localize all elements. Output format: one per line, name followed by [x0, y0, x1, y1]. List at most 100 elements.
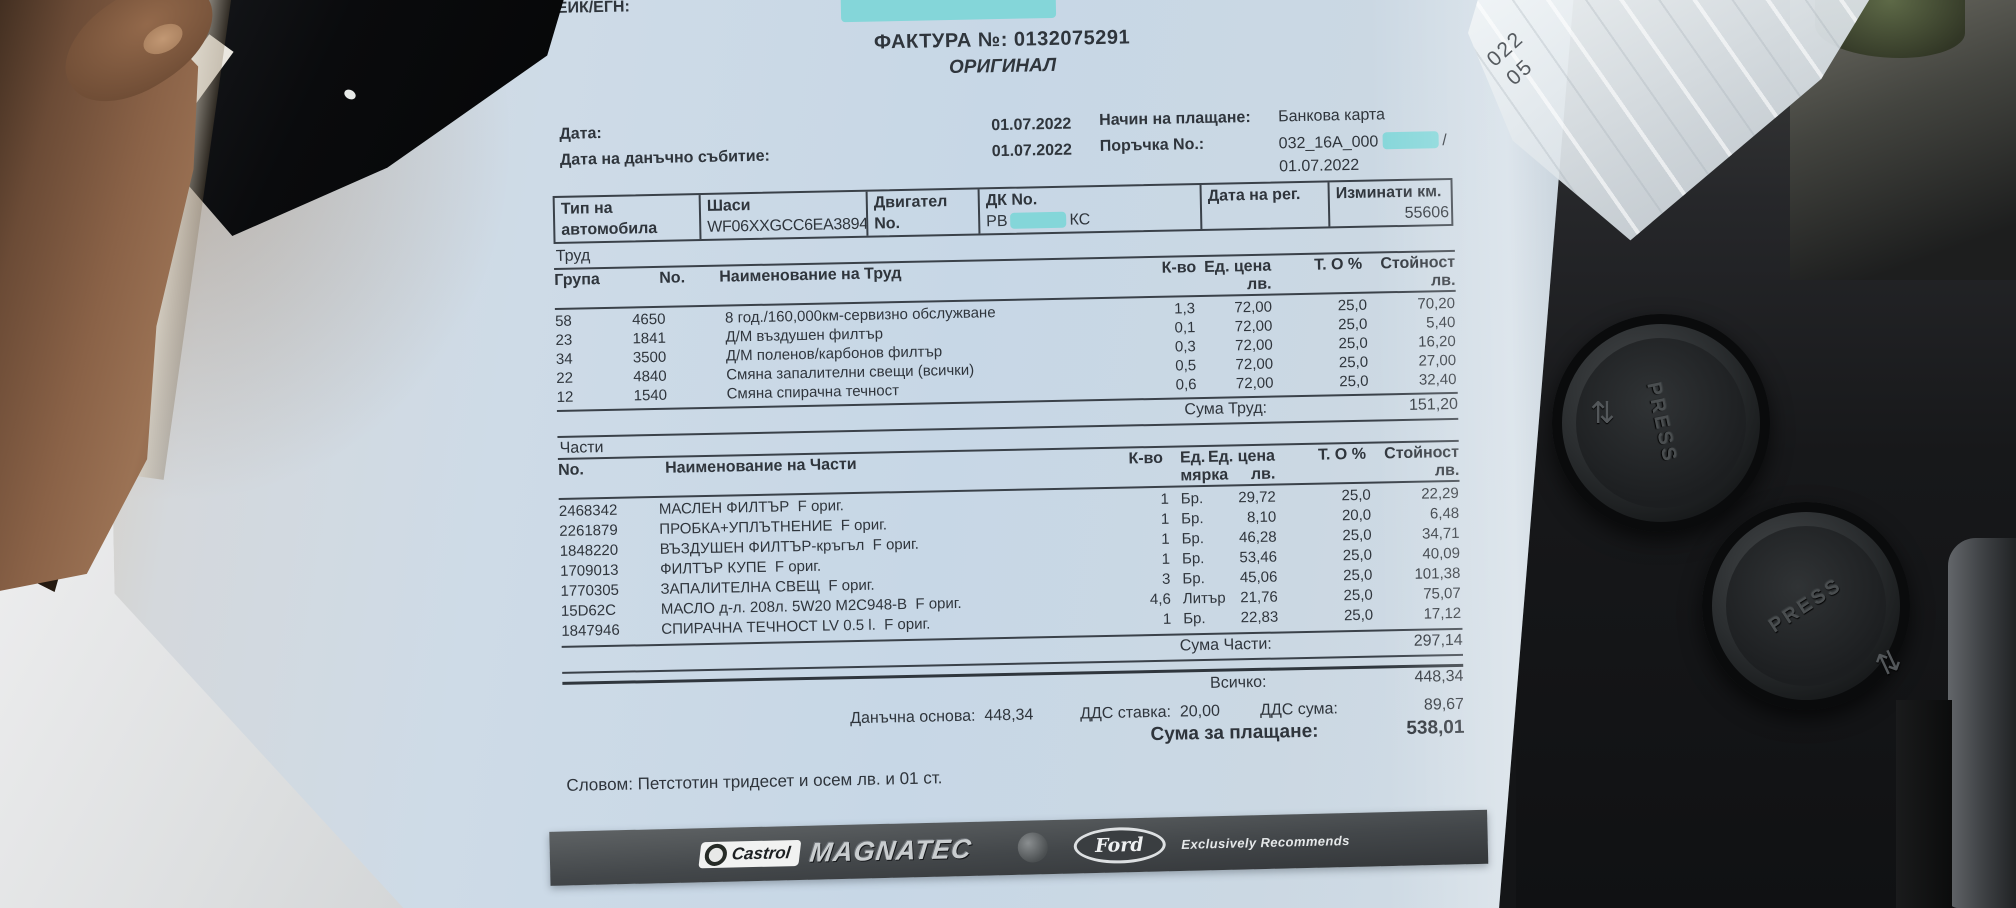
cell-no: 1540: [633, 386, 668, 405]
cell-value: 22,29: [1421, 484, 1459, 503]
labor-total-label: Сума Труд:: [1184, 399, 1268, 419]
payment-label: Начин на плащане:: [1099, 108, 1251, 130]
vehicle-chassis-cell: Шаси WF06XXGCC6EA38945: [701, 192, 869, 239]
cell-value: 5,40: [1425, 313, 1456, 332]
cell-qty: 1: [1161, 530, 1170, 548]
hand: [0, 0, 233, 592]
plate-suffix: КС: [1069, 211, 1091, 229]
rubber-cover-1: ⇅ PRESS: [1576, 338, 1746, 508]
cell-price: 72,00: [1234, 298, 1273, 317]
eik-label: ЕИК/ЕГН:: [556, 0, 631, 17]
cell-discount: 25,0: [1337, 315, 1368, 334]
cell-unit: Бр.: [1182, 569, 1205, 588]
cell-price: 22,83: [1240, 608, 1279, 627]
cell-discount: 20,0: [1341, 506, 1372, 525]
order-label: Поръчка No.:: [1099, 135, 1205, 156]
cell-group: 22: [556, 369, 574, 387]
cell-qty: 0,5: [1175, 357, 1197, 375]
cell-value: 16,20: [1418, 332, 1456, 351]
cell-qty: 1: [1160, 510, 1170, 528]
cell-qty: 0,6: [1175, 376, 1197, 394]
labor-header-value: Стойност: [1380, 253, 1456, 273]
cell-discount: 25,0: [1337, 296, 1368, 315]
parts-total-label: Сума Части:: [1179, 635, 1272, 655]
cell-unit: Бр.: [1180, 490, 1204, 508]
order-slash: /: [1442, 132, 1447, 150]
wrap-tag-text: 022 05: [1481, 25, 1548, 93]
cell-discount: 25,0: [1343, 606, 1374, 625]
cell-group: 58: [554, 312, 572, 330]
parts-header-price: Ед. цена: [1207, 447, 1276, 466]
cell-no: 1841: [632, 329, 667, 348]
cell-price: 29,72: [1238, 488, 1276, 507]
cell-group: 23: [555, 331, 573, 349]
cup-holder-1: ⇅ PRESS: [1552, 314, 1770, 532]
vehicle-plate-cell: ДК No. РВ КС: [980, 185, 1203, 233]
console-trim: [1948, 538, 2016, 908]
console-shadow: [1896, 700, 1952, 908]
labor-header-name: Наименование на Труд: [719, 265, 902, 286]
cell-value: 32,40: [1418, 370, 1457, 389]
tax-base-label: Данъчна основа:: [849, 707, 976, 728]
cell-value: 101,38: [1414, 564, 1461, 583]
order-redaction: [1382, 131, 1438, 149]
vehicle-table: Тип на автомобила FOCUS Шаси WF06XXGCC6E…: [553, 178, 1454, 244]
banner-divider-icon: [1017, 832, 1048, 863]
cell-unit: Бр.: [1181, 530, 1205, 548]
order-number: 032_16A_000: [1278, 133, 1379, 153]
parts-header-discount: Т. О %: [1317, 445, 1367, 464]
rubber-cover-2: PRESS ⇅: [1726, 526, 1907, 686]
chassis-value: WF06XXGCC6EA38945: [707, 215, 869, 236]
rule: [562, 654, 1463, 674]
vehicle-type-label: Тип на автомобила: [560, 199, 658, 239]
invoice-document: ЕИК/ЕГН: ФАКТУРА №: 0132075291 ОРИГИНАЛ …: [548, 0, 1472, 908]
parts-section-label: Части: [559, 439, 604, 457]
plate-redaction: [1010, 212, 1066, 229]
grand-total-label: Всичко:: [1209, 673, 1267, 692]
cell-discount: 25,0: [1339, 372, 1369, 391]
vat-rate: ДДС ставка: 20,00: [1080, 703, 1220, 724]
cell-no: 1709013: [559, 561, 619, 580]
cell-qty: 1,3: [1173, 300, 1196, 318]
order-value: 032_16A_000 /: [1279, 131, 1447, 153]
tax-event-value: 01.07.2022: [991, 141, 1073, 161]
parts-header-no: No.: [557, 461, 585, 479]
cup-holder-2: PRESS ⇅: [1702, 502, 1910, 710]
km-label: Изминати км.: [1335, 183, 1442, 203]
parts-total-value: 297,14: [1413, 631, 1463, 650]
parts-rows: 2468342 МАСЛЕН ФИЛТЪР F ориг. 1 Бр. 29,72 25,…: [559, 484, 1462, 642]
tax-event-label: Дата на данъчно събитие:: [559, 147, 771, 169]
cell-qty: 1: [1162, 610, 1172, 628]
amount-due-label: Сума за плащане:: [1150, 720, 1319, 746]
parts-header-value-unit: лв.: [1434, 461, 1460, 480]
vehicle-regdate-cell: Дата на рег.: [1202, 182, 1331, 229]
castrol-logo: Castrol: [698, 840, 801, 868]
cell-no: 1770305: [560, 581, 620, 600]
press-label: PRESS: [1765, 573, 1847, 638]
labor-header-value-unit: лв.: [1430, 271, 1456, 290]
cell-value: 34,71: [1421, 524, 1460, 543]
vat-rate-label: ДДС ставка:: [1079, 703, 1172, 723]
cell-discount: 25,0: [1342, 526, 1372, 545]
parts-header-qty: К-во: [1128, 449, 1164, 468]
parts-header-unit2: мярка: [1180, 466, 1229, 485]
cell-discount: 25,0: [1338, 334, 1368, 353]
cell-no: 1848220: [559, 541, 619, 560]
cell-price: 72,00: [1235, 355, 1274, 374]
highlight-dot: [342, 87, 358, 102]
cell-value: 17,12: [1423, 604, 1462, 623]
vat-rate-value: 20,00: [1179, 702, 1221, 721]
cell-no: 15D62C: [560, 601, 617, 620]
tax-base-value: 448,34: [984, 706, 1034, 725]
banner-slogan: Exclusively Recommends: [1181, 832, 1350, 852]
rule: [557, 418, 1458, 438]
ford-wordmark: Ford: [1094, 833, 1144, 857]
cell-value: 6,48: [1429, 504, 1460, 523]
labor-section-label: Труд: [555, 247, 591, 265]
cell-discount: 25,0: [1342, 546, 1373, 565]
cell-group: 34: [555, 350, 573, 368]
cell-no: 4650: [631, 310, 666, 329]
cell-price: 45,06: [1239, 568, 1278, 587]
cell-qty: 4,6: [1149, 590, 1171, 609]
parts-header-value: Стойност: [1384, 443, 1460, 463]
